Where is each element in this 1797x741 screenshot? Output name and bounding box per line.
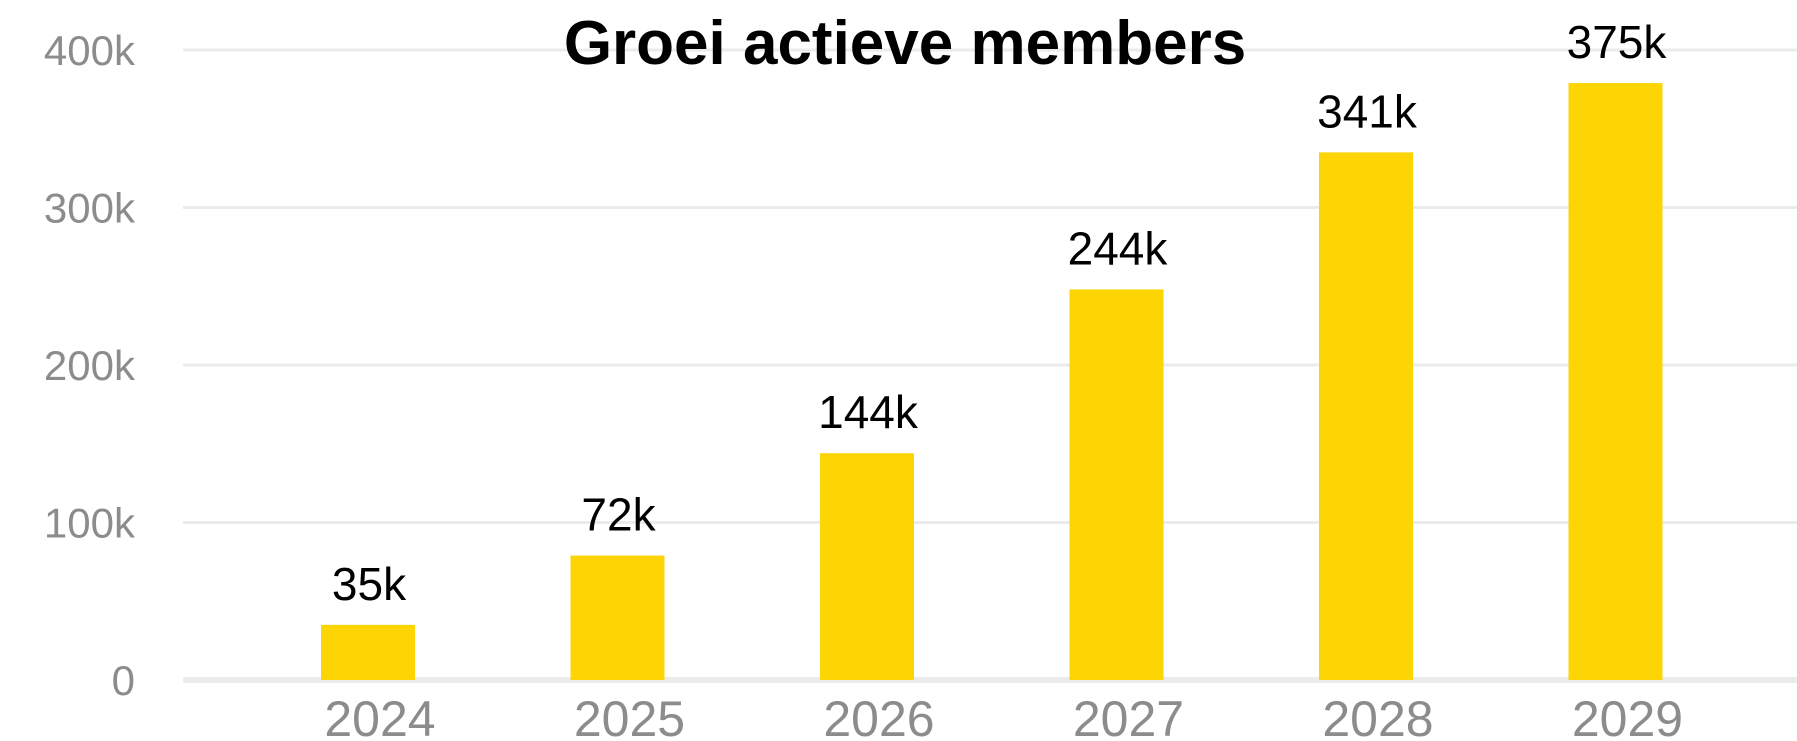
bar-2028 [1319,152,1413,680]
bar-2027 [1069,289,1164,680]
bar-2029 [1568,83,1663,680]
y-tick-label: 400k [44,27,136,74]
data-labels: 35k 72k 144k 244k 341k 375k [332,16,1667,610]
bar-2024 [321,624,415,680]
data-label-2028: 341k [1317,85,1418,137]
grid-lines [183,48,1797,683]
x-tick-label-2025: 2025 [574,691,685,741]
y-axis-labels: 0 100k 200k 300k 400k [44,27,136,704]
data-label-2025: 72k [581,489,656,541]
data-label-2027: 244k [1068,222,1169,274]
x-tick-label-2027: 2027 [1073,691,1184,741]
x-tick-label-2026: 2026 [823,691,934,741]
data-label-2024: 35k [332,558,407,610]
x-tick-label-2029: 2029 [1572,691,1683,741]
bars [321,83,1663,680]
bar-2026 [820,453,914,680]
chart-title: Groei actieve members [564,9,1246,78]
y-tick-label: 100k [44,500,136,547]
y-tick-label: 0 [112,657,135,704]
data-label-2026: 144k [818,386,919,438]
x-tick-label-2024: 2024 [324,691,435,741]
y-tick-label: 300k [44,185,136,232]
y-tick-label: 200k [44,342,136,389]
x-tick-label-2028: 2028 [1322,691,1433,741]
data-label-2029: 375k [1567,16,1668,68]
x-axis-labels: 2024 2025 2026 2027 2028 2029 [324,691,1683,741]
bar-2025 [570,555,665,680]
